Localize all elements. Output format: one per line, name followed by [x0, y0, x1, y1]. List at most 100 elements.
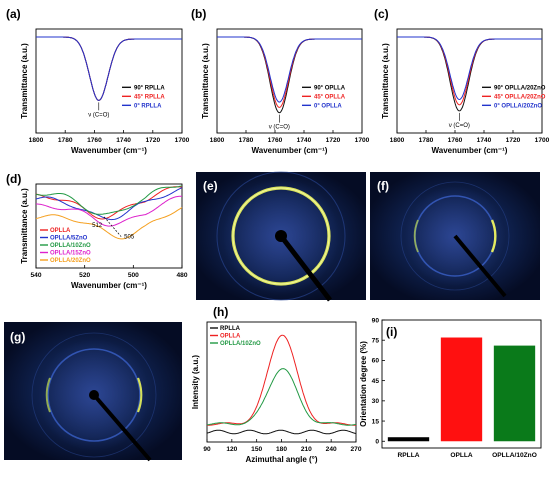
y-tick-label: 15 — [372, 418, 380, 425]
plot-a: 1800 1780 1760 1740 1720 1700 Wavenumber (cm⁻¹… — [20, 28, 190, 155]
x-tick-label: 520 — [79, 272, 90, 279]
x-axis-label: Azimuthal angle (°) — [245, 455, 317, 464]
bar-rplla — [387, 437, 430, 442]
series-line-rplla — [206, 429, 357, 435]
legend-label: 45° RPLLA — [134, 94, 165, 100]
x-tick-label: 120 — [226, 446, 237, 453]
xrd-image-f: (f) — [370, 172, 540, 300]
x-axis-label: Wavenumber (cm⁻¹) — [432, 146, 508, 155]
panel-label-b: (b) — [191, 7, 206, 21]
x-tick-label: 1800 — [29, 137, 44, 144]
legend-label: 90° OPLLA/20ZnO — [494, 85, 546, 91]
x-tick-label: 1700 — [175, 137, 190, 144]
plot-d: 540 520 500 480 Wavenumber (cm⁻¹) Transmittan… — [20, 183, 188, 290]
x-tick-label: 270 — [350, 446, 361, 453]
x-tick-label: 1740 — [477, 137, 492, 144]
x-tick-label: 210 — [301, 446, 312, 453]
annotation-label: ν (C=O) — [449, 123, 470, 129]
axes-frame — [35, 183, 183, 269]
x-axis-label: Wavenumber (cm⁻¹) — [71, 146, 147, 155]
x-tick-label: RPLLA — [398, 452, 420, 459]
y-tick-label: 45 — [372, 378, 380, 385]
x-tick-label: 1740 — [116, 137, 131, 144]
annotation-label: 512 — [92, 223, 103, 229]
x-tick-label: 90 — [203, 446, 211, 453]
legend-label: 0° OPLLA — [314, 103, 342, 109]
x-tick-label: 1780 — [419, 137, 434, 144]
x-tick-label: 1760 — [448, 137, 463, 144]
panel-label-f: (f) — [377, 179, 389, 193]
x-tick-label: 1780 — [58, 137, 73, 144]
x-tick-label: 480 — [176, 272, 187, 279]
legend-label: 45° OPLLA/20ZnO — [494, 94, 546, 100]
series-line-oplla-10zno — [35, 185, 183, 215]
x-tick-label: 1740 — [297, 137, 312, 144]
x-tick-label: OPLLA/10ZnO — [492, 452, 537, 459]
panel-label-a: (a) — [6, 7, 21, 21]
x-axis-label: Wavenumber (cm⁻¹) — [71, 281, 147, 290]
panel-label-h: (h) — [213, 305, 228, 319]
legend-label: OPLLA — [220, 334, 241, 340]
axes-frame — [396, 28, 543, 134]
x-tick-label: 1800 — [210, 137, 225, 144]
bar-oplla — [440, 337, 483, 442]
legend-label: OPLLA/20ZnO — [50, 258, 91, 264]
x-tick-label: OPLLA — [450, 452, 473, 459]
x-tick-label: 1780 — [239, 137, 254, 144]
plot-b: 1800 1780 1760 1740 1720 1700 Wavenumber (cm⁻¹… — [201, 28, 370, 155]
x-tick-label: 1760 — [268, 137, 283, 144]
y-tick-label: 0 — [375, 439, 379, 446]
panel-label-g: (g) — [10, 330, 25, 344]
plot-h: 90 120 150 180 210 240 270 Azimuthal angle (°) I… — [191, 305, 362, 464]
xrd-image-g: (g) — [4, 322, 182, 462]
shift-dashed-line — [103, 216, 122, 237]
series-line-oplla-10zno — [206, 368, 357, 426]
series-line-0-rplla — [36, 36, 182, 101]
y-tick-label: 90 — [372, 317, 380, 324]
legend-label: 90° OPLLA — [314, 85, 346, 91]
x-tick-label: 180 — [276, 446, 287, 453]
x-tick-label: 1720 — [506, 137, 521, 144]
series-line-0-oplla — [217, 36, 362, 103]
y-axis-label: Orientation degree (%) — [359, 341, 368, 427]
annotation-label: ν (C=O) — [88, 112, 109, 118]
y-tick-label: 75 — [372, 338, 380, 345]
x-tick-label: 1760 — [87, 137, 102, 144]
x-axis-label: Wavenumber (cm⁻¹) — [252, 146, 328, 155]
legend-label: RPLLA — [220, 326, 241, 332]
series-line-0-oplla-20zno — [397, 36, 542, 101]
x-tick-label: 1700 — [355, 137, 370, 144]
x-tick-label: 150 — [251, 446, 262, 453]
xrd-image-e: (e) — [196, 171, 366, 302]
series-line-oplla-5zno — [35, 187, 183, 221]
axes-frame — [216, 28, 363, 134]
legend-label: 45° OPLLA — [314, 94, 346, 100]
series-line-oplla — [35, 186, 182, 220]
plot-c: 1800 1780 1760 1740 1720 1700 Wavenumber (cm⁻¹… — [381, 28, 550, 155]
bar-oplla-10zno — [493, 345, 536, 442]
panel-label-c: (c) — [374, 7, 389, 21]
x-tick-label: 1720 — [326, 137, 341, 144]
y-axis-label: Intensity (a.u.) — [191, 355, 200, 410]
y-axis-label: Transmittance (a.u.) — [20, 188, 29, 264]
panel-label-e: (e) — [203, 179, 218, 193]
legend-label: OPLLA/5ZnO — [50, 236, 88, 242]
legend-label: 0° RPLLA — [134, 103, 162, 109]
legend-label: OPLLA/15ZnO — [50, 251, 91, 257]
axes-frame — [381, 319, 542, 449]
legend-label: 90° RPLLA — [134, 85, 165, 91]
y-axis-label: Transmittance (a.u.) — [381, 43, 390, 119]
x-tick-label: 240 — [326, 446, 337, 453]
x-tick-label: 500 — [128, 272, 139, 279]
x-tick-label: 1700 — [535, 137, 550, 144]
x-tick-label: 1720 — [145, 137, 160, 144]
panel-label-d: (d) — [6, 172, 21, 186]
panel-label-i: (i) — [386, 325, 397, 339]
legend-label: OPLLA/10ZnO — [220, 341, 261, 347]
y-axis-label: Transmittance (a.u.) — [20, 43, 29, 119]
plot-i: 0 15 30 45 60 75 90 RPLLA OPLLA OPLLA/10ZnO Orient… — [359, 317, 542, 459]
y-axis-label: Transmittance (a.u.) — [201, 43, 210, 119]
y-tick-label: 60 — [372, 358, 380, 365]
series-line-oplla — [207, 334, 357, 426]
